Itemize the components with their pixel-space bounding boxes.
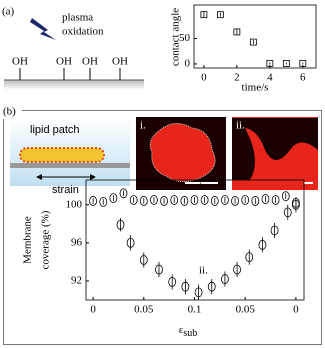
- lightning-icon: [30, 18, 56, 40]
- data-point: [249, 38, 257, 46]
- x-axis-label-subscript: sub: [183, 328, 197, 339]
- data-point: [207, 281, 216, 292]
- image-label: ii.: [236, 120, 245, 132]
- x-axis-label: εsub: [179, 324, 198, 340]
- data-point: [233, 28, 241, 36]
- x-tick-label: 0.05: [134, 304, 154, 316]
- oh-label: OH: [112, 56, 128, 68]
- data-point: [89, 196, 97, 206]
- data-point: [200, 195, 209, 205]
- data-point: [251, 196, 260, 206]
- data-point: [231, 196, 239, 206]
- data-point: [233, 264, 241, 275]
- data-point: [180, 196, 189, 206]
- data-point: [261, 194, 270, 204]
- y-tick-label: 100: [66, 198, 83, 210]
- strain-label: strain: [52, 184, 79, 196]
- y-axis-label: contact angle: [170, 8, 182, 66]
- data-point: [155, 264, 163, 275]
- data-point: [119, 188, 128, 199]
- plasma-text: plasma: [62, 12, 93, 24]
- y-tick-label: 96: [71, 236, 83, 248]
- annotation: i.: [199, 181, 205, 193]
- label-bg: [2, 103, 22, 119]
- data-point: [150, 195, 158, 205]
- x-tick-label: 0: [90, 304, 96, 316]
- data-point: [139, 196, 148, 206]
- data-point: [221, 274, 229, 284]
- y-tick-label: 0: [185, 57, 191, 69]
- y-tick-label: 92: [71, 274, 82, 286]
- data-point: [241, 195, 250, 205]
- plasma-text: oxidation: [62, 26, 104, 38]
- data-point: [170, 195, 179, 205]
- x-tick-label: 0.05: [236, 304, 256, 316]
- data-point: [190, 195, 199, 205]
- panel-label: (b): [3, 106, 16, 118]
- oh-label: OH: [82, 56, 98, 68]
- arrow-head: [90, 174, 96, 180]
- patch-label: lipid patch: [30, 124, 80, 136]
- data-point: [221, 195, 229, 205]
- data-point: [270, 225, 279, 236]
- data-point: [299, 60, 307, 67]
- data-point: [139, 255, 148, 265]
- data-point: [266, 60, 274, 67]
- oh-label: OH: [12, 56, 28, 68]
- y-axis-label: Membrane: [22, 216, 34, 264]
- oh-label: OH: [56, 56, 72, 68]
- data-point: [168, 277, 177, 287]
- data-point: [258, 239, 267, 250]
- data-point: [210, 196, 219, 206]
- membrane-blob: [149, 123, 216, 182]
- x-axis-label-symbol: ε: [179, 324, 184, 336]
- data-point: [99, 197, 108, 207]
- data-point: [126, 237, 135, 248]
- x-tick-label: 6: [300, 72, 306, 84]
- data-point: [216, 11, 224, 19]
- arrow-head: [36, 174, 42, 180]
- x-tick-label: 0.1: [188, 304, 202, 316]
- data-point: [160, 196, 168, 206]
- panel-border: [3, 110, 322, 345]
- x-tick-label: 0: [293, 304, 299, 316]
- substrate: [4, 80, 144, 90]
- data-point: [291, 199, 300, 210]
- data-point: [129, 195, 138, 205]
- substrate: [10, 163, 130, 168]
- plot-frame: [85, 179, 305, 301]
- x-tick-label: 4: [267, 72, 273, 84]
- x-axis-label: time/s: [242, 82, 269, 94]
- annotation: ii.: [199, 265, 208, 277]
- panel-label: (a): [2, 6, 15, 18]
- y-axis-label: coverage (%): [40, 210, 52, 269]
- data-point: [283, 207, 292, 218]
- background-region: [232, 118, 318, 180]
- data-point: [181, 281, 190, 292]
- x-tick-label: 2: [234, 72, 240, 84]
- y-tick-label: 50: [179, 32, 191, 44]
- x-tick-label: 0: [201, 72, 207, 84]
- plot-frame: [193, 4, 317, 69]
- image-label: i.: [140, 120, 146, 132]
- data-point: [271, 195, 280, 205]
- data-point: [109, 193, 118, 203]
- data-point: [282, 60, 290, 67]
- data-point: [281, 191, 290, 202]
- lipid-patch: [19, 147, 105, 163]
- data-point: [200, 11, 208, 19]
- data-point: [245, 252, 254, 263]
- data-point: [116, 219, 125, 230]
- data-point: [194, 287, 203, 298]
